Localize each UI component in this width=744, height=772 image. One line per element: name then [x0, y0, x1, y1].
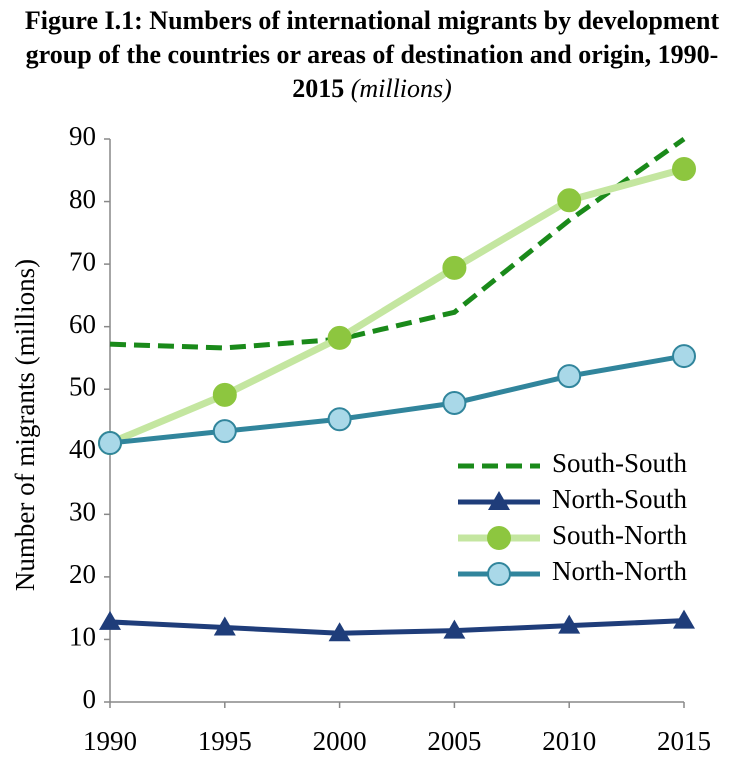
chart-title: Figure I.1: Numbers of international mig… — [24, 6, 720, 103]
marker — [558, 614, 581, 634]
marker — [672, 344, 696, 369]
marker — [557, 188, 582, 213]
y-tick-label: 70 — [69, 246, 96, 276]
x-tick-label: 2015 — [657, 726, 711, 756]
marker — [443, 619, 466, 639]
chart-title-block: Figure I.1: Numbers of international mig… — [20, 4, 724, 106]
marker — [673, 609, 695, 629]
series-line — [109, 136, 686, 351]
x-tick-label: 2010 — [542, 726, 596, 756]
y-tick-label: 40 — [69, 434, 96, 464]
x-tick-label: 2000 — [313, 726, 367, 756]
marker — [212, 419, 237, 444]
marker — [672, 157, 696, 182]
marker — [442, 255, 467, 280]
series-line — [109, 618, 685, 636]
x-tick-label: 1990 — [83, 726, 137, 756]
legend-marker — [487, 562, 511, 586]
series-line — [108, 165, 685, 447]
y-tick-label: 20 — [69, 559, 96, 589]
x-tick-label: 2005 — [427, 726, 481, 756]
marker — [328, 622, 351, 642]
legend-label: North-South — [552, 484, 688, 514]
legend-marker — [487, 526, 511, 550]
y-tick-label: 0 — [83, 684, 97, 714]
marker — [557, 364, 582, 389]
marker — [327, 325, 352, 350]
marker — [442, 390, 467, 415]
x-tick-label: 1995 — [198, 726, 252, 756]
y-tick-label: 60 — [69, 309, 96, 339]
y-tick-label: 10 — [69, 622, 96, 652]
marker — [98, 431, 122, 456]
legend-label: North-North — [552, 556, 687, 586]
chart-subtitle: (millions) — [350, 74, 452, 103]
series-line — [109, 353, 685, 446]
y-tick-label: 80 — [69, 184, 96, 214]
legend-label: South-South — [552, 448, 688, 478]
legend-marker — [488, 491, 510, 510]
marker — [327, 407, 352, 432]
marker — [213, 616, 236, 636]
y-axis-label: Number of migrants (millions) — [10, 259, 40, 591]
y-tick-label: 50 — [69, 371, 96, 401]
y-tick-label: 30 — [69, 497, 96, 527]
y-tick-label: 90 — [69, 121, 96, 151]
marker — [212, 382, 237, 407]
legend-label: South-North — [552, 520, 688, 550]
marker — [99, 610, 121, 630]
